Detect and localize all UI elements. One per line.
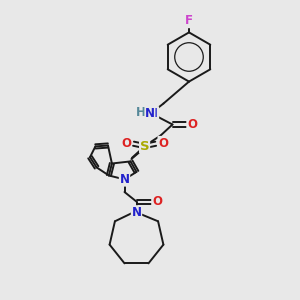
Text: O: O <box>121 136 131 150</box>
Text: HN: HN <box>139 107 158 120</box>
Text: S: S <box>140 140 149 153</box>
Text: O: O <box>158 136 168 150</box>
Text: O: O <box>152 195 162 208</box>
Text: N: N <box>145 107 155 120</box>
Text: F: F <box>185 14 193 28</box>
Text: N: N <box>131 206 142 219</box>
Text: H: H <box>136 106 146 119</box>
Text: O: O <box>187 118 197 131</box>
Text: N: N <box>119 173 130 186</box>
